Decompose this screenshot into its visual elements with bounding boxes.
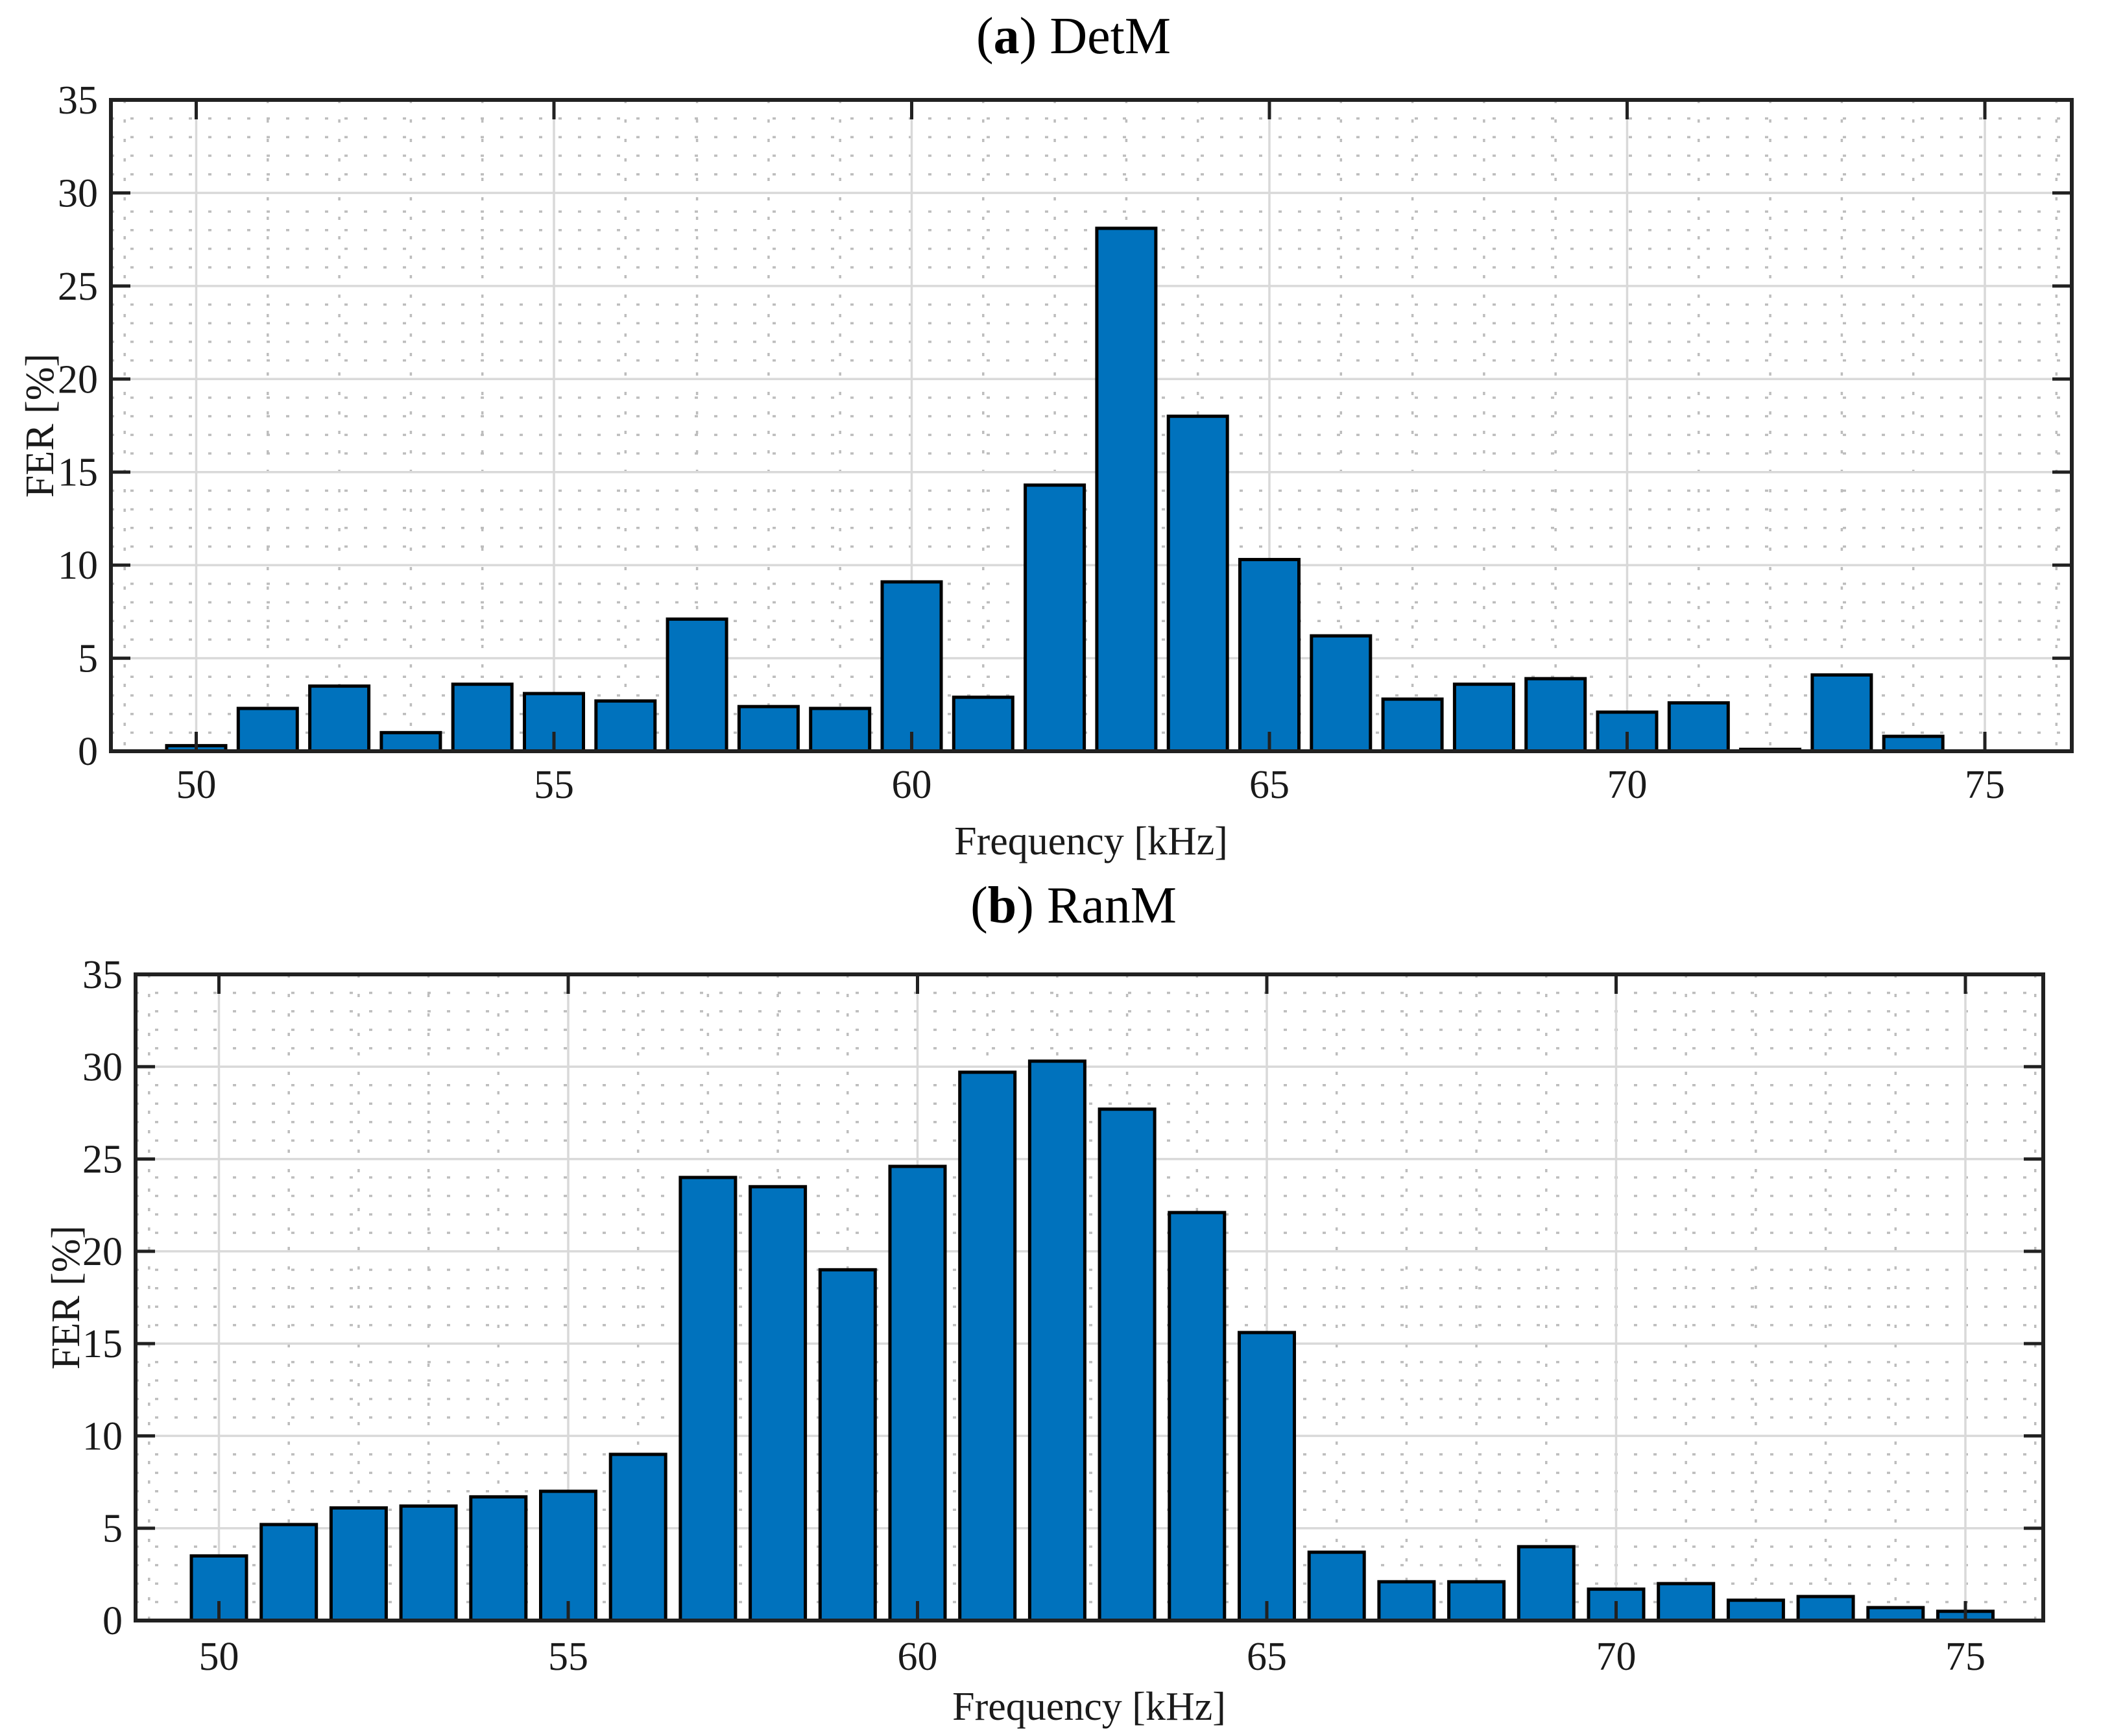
y-tick-label: 0	[78, 730, 98, 774]
x-tick-label: 60	[898, 1635, 938, 1679]
bar	[880, 580, 943, 753]
bar	[1726, 1598, 1785, 1622]
bar	[1657, 1582, 1716, 1622]
panel-a-ylabel: FER [%]	[18, 353, 62, 498]
y-tick-label: 35	[82, 953, 123, 997]
panel-a-title-prefix: (	[976, 8, 994, 65]
bar	[1024, 483, 1086, 753]
bar	[1810, 673, 1873, 753]
bar	[1310, 634, 1373, 753]
bar	[1377, 1580, 1436, 1622]
axis-box	[109, 98, 2074, 753]
y-tick-label: 25	[82, 1138, 123, 1182]
x-tick-label: 75	[1945, 1635, 1986, 1679]
bar	[1596, 710, 1659, 753]
bar	[1238, 1331, 1296, 1622]
bar	[737, 705, 800, 753]
bar	[236, 706, 299, 753]
x-tick-label: 55	[548, 1635, 588, 1679]
x-tick-label: 70	[1596, 1635, 1637, 1679]
bar	[379, 730, 442, 753]
bar	[1098, 1107, 1157, 1622]
y-tick-label: 20	[82, 1230, 123, 1274]
y-tick-label: 5	[78, 637, 98, 681]
y-tick-label: 10	[58, 544, 98, 588]
bar	[1447, 1580, 1506, 1622]
bar	[958, 1070, 1017, 1622]
y-tick-label: 30	[82, 1045, 123, 1089]
y-tick-label: 25	[58, 265, 98, 309]
y-tick-label: 20	[58, 357, 98, 402]
bar	[818, 1268, 877, 1622]
bar	[1667, 701, 1730, 753]
x-tick-label: 65	[1249, 763, 1290, 807]
bar	[594, 699, 657, 753]
y-tick-label: 10	[82, 1414, 123, 1458]
y-tick-label: 15	[58, 451, 98, 495]
panel-b-title-prefix: (	[970, 877, 988, 934]
x-tick-label: 75	[1965, 763, 2005, 807]
panel-a-title: (a) DetM	[976, 8, 1171, 65]
bar	[1307, 1550, 1366, 1622]
bar	[809, 706, 872, 753]
bar	[1027, 1059, 1086, 1622]
panel-b-title: (b) RanM	[970, 877, 1177, 934]
x-tick-label: 50	[176, 763, 217, 807]
panel-a-title-tag: a	[993, 8, 1020, 65]
bar	[399, 1504, 458, 1622]
y-tick-label: 35	[58, 78, 98, 123]
bar	[451, 682, 514, 753]
bar	[308, 684, 371, 753]
x-tick-label: 50	[199, 1635, 239, 1679]
bar	[329, 1506, 388, 1622]
bar	[1381, 697, 1444, 753]
y-tick-label: 0	[102, 1599, 123, 1643]
bar	[666, 617, 728, 753]
bar	[749, 1185, 808, 1622]
bar	[539, 1489, 597, 1622]
bar	[469, 1495, 528, 1622]
panel-b-title-tag: b	[987, 877, 1017, 934]
panel-b-ylabel: FER [%]	[44, 1225, 88, 1370]
panel-a-title-name: ) DetM	[1019, 8, 1171, 65]
panel-b-title-name: ) RanM	[1016, 877, 1177, 934]
bar	[1524, 677, 1587, 753]
x-tick-label: 65	[1247, 1635, 1287, 1679]
bar	[888, 1164, 947, 1622]
panel-a: 0 5 10 15 20 25 30 35 50 55 60 65 70 75	[58, 78, 2074, 807]
x-tick-label: 70	[1607, 763, 1648, 807]
bar	[1166, 415, 1229, 753]
bar	[1517, 1545, 1576, 1622]
bar	[952, 695, 1014, 753]
bar	[259, 1523, 318, 1622]
panel-a-xlabel: Frequency [kHz]	[954, 819, 1228, 863]
x-tick-label: 55	[534, 763, 574, 807]
bar	[1168, 1211, 1227, 1622]
y-tick-label: 15	[82, 1322, 123, 1366]
bar	[678, 1175, 738, 1622]
bar	[1238, 558, 1301, 753]
bar	[608, 1453, 667, 1622]
bar	[1452, 682, 1515, 753]
bar	[1882, 734, 1945, 753]
panel-b-xlabel: Frequency [kHz]	[952, 1685, 1226, 1729]
bar	[1796, 1595, 1855, 1622]
y-tick-label: 5	[102, 1507, 123, 1551]
axis-box	[134, 972, 2045, 1622]
panel-b: 0 5 10 15 20 25 30 35 50 55 60 65 70 75	[82, 953, 2045, 1679]
bar	[1095, 226, 1158, 753]
x-tick-label: 60	[892, 763, 932, 807]
y-tick-label: 30	[58, 171, 98, 215]
